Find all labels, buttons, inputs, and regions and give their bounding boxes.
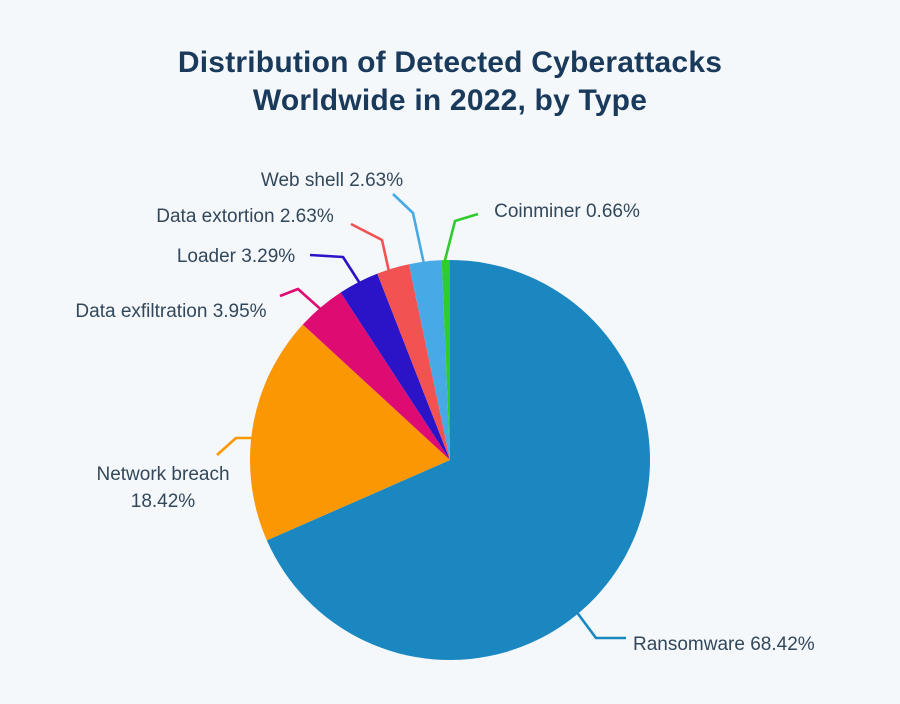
chart-title: Distribution of Detected Cyberattacks Wor… <box>0 44 900 120</box>
label-data-exfiltration: Data exfiltration 3.95% <box>75 301 267 322</box>
pie-slice-network-breach[interactable] <box>249 324 450 541</box>
label-network-breach: Network breach 18.42% <box>96 464 230 512</box>
pie-slice-data-exfiltration[interactable] <box>302 292 450 460</box>
leader-line-network-breach <box>216 436 253 456</box>
label-ransomware: Ransomware 68.42% <box>633 634 815 655</box>
label-coinminer: Coinminer 0.66% <box>494 201 640 222</box>
leader-line-ransomware <box>568 602 626 640</box>
label-data-extortion: Data extortion 2.63% <box>156 206 334 227</box>
label-web-shell: Web shell 2.63% <box>260 170 404 191</box>
leader-line-data-exfiltration <box>279 287 327 315</box>
chart-title-line2: Worldwide in 2022, by Type <box>252 84 648 117</box>
leader-line-data-extortion <box>350 222 395 291</box>
chart-title-line1: Distribution of Detected Cyberattacks <box>177 46 723 79</box>
pie-slice-data-extortion[interactable] <box>377 264 450 460</box>
leader-line-loader <box>309 253 370 297</box>
label-loader: Loader 3.29% <box>176 246 296 267</box>
leader-line-web-shell <box>392 193 429 279</box>
pie-slice-loader[interactable] <box>340 273 450 460</box>
leader-line-coinminer <box>442 212 479 265</box>
pie-slice-ransomware[interactable] <box>266 260 650 660</box>
pie-slice-coinminer[interactable] <box>441 260 450 460</box>
pie-slice-web-shell[interactable] <box>408 260 450 460</box>
